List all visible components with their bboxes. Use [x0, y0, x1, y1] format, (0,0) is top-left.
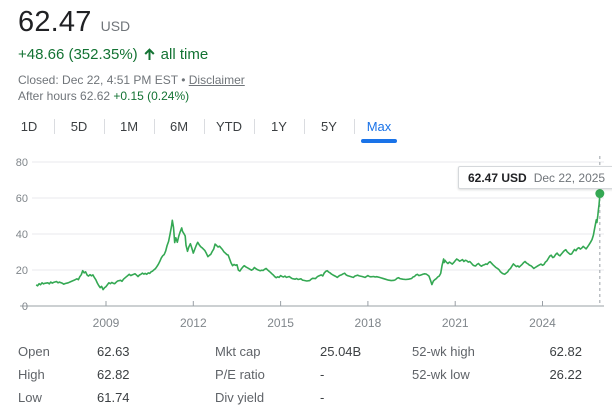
stat-low: Low 61.74: [18, 387, 188, 410]
tab-1y[interactable]: 1Y: [254, 111, 304, 142]
price-change: +48.66 (352.35%): [18, 46, 138, 63]
stat-label-high: High: [18, 367, 45, 382]
tab-ytd[interactable]: YTD: [204, 111, 254, 142]
stat-p-e-ratio: P/E ratio -: [215, 364, 395, 387]
y-axis-label: 60: [16, 193, 28, 205]
bullet-separator: •: [181, 73, 186, 87]
after-hours-change: +0.15 (0.24%): [113, 89, 190, 103]
currency-label: USD: [100, 18, 131, 34]
stat-high: High 62.82: [18, 364, 188, 387]
stat-value-52-wk-low: 26.22: [549, 367, 582, 382]
tooltip-date: Dec 22, 2025: [533, 170, 606, 185]
stat-label-div-yield: Div yield: [215, 390, 265, 405]
stat-label-low: Low: [18, 390, 42, 405]
quote-header: 62.47 USD +48.66 (352.35%) all time Clos…: [18, 6, 245, 104]
current-point-dot: [595, 189, 605, 199]
stat-label-52-wk-high: 52-wk high: [412, 344, 475, 359]
stat-mkt-cap: Mkt cap 25.04B: [215, 341, 395, 364]
price-chart[interactable]: 0 20 40 60 80 2009 2012 2015 2018 2021 2024: [0, 150, 612, 335]
y-axis-label: 80: [16, 157, 28, 169]
stat-label-52-wk-low: 52-wk low: [412, 367, 470, 382]
closed-text: Closed: Dec 22, 4:51 PM EST: [18, 73, 178, 87]
stat-value-p-e-ratio: -: [320, 367, 325, 382]
stat-div-yield: Div yield -: [215, 387, 395, 410]
x-axis-label: 2012: [180, 316, 207, 330]
x-axis-label: 2021: [442, 316, 469, 330]
stat-52-wk-low: 52-wk low 26.22: [412, 364, 582, 387]
stat-value-mkt-cap: 25.04B: [320, 344, 362, 359]
x-axis-label: 2009: [93, 316, 120, 330]
stat-52-wk-high: 52-wk high 62.82: [412, 341, 582, 364]
x-axis-label: 2024: [529, 316, 556, 330]
disclaimer-link[interactable]: Disclaimer: [188, 73, 245, 87]
stat-value-high: 62.82: [97, 367, 130, 382]
closed-row: Closed: Dec 22, 4:51 PM EST • Disclaimer: [18, 72, 245, 88]
stat-label-mkt-cap: Mkt cap: [215, 344, 261, 359]
after-hours-row: After hours 62.62 +0.15 (0.24%): [18, 88, 245, 104]
key-stats: Open 62.63 High 62.82 Low 61.74 Mkt cap 25.04B P…: [0, 341, 612, 410]
tab-1m[interactable]: 1M: [104, 111, 154, 142]
y-axis-label: 0: [22, 301, 28, 313]
stats-column-2: 52-wk high 62.82 52-wk low 26.22: [412, 341, 582, 387]
up-arrow-icon: [143, 48, 156, 61]
price-row: 62.47 USD: [18, 6, 245, 39]
range-tabs: 1D 5D 1M 6M YTD 1Y 5Y Max: [4, 111, 404, 143]
after-hours-price: 62.62: [80, 89, 111, 103]
x-axis-label: 2015: [267, 316, 294, 330]
stat-open: Open 62.63: [18, 341, 188, 364]
after-hours-label: After hours: [18, 89, 77, 103]
y-axis-label: 20: [16, 265, 28, 277]
stats-column-1: Mkt cap 25.04B P/E ratio - Div yield -: [215, 341, 395, 410]
stats-column-0: Open 62.63 High 62.82 Low 61.74: [18, 341, 188, 410]
chart-tooltip: 62.47 USD Dec 22, 2025: [458, 166, 612, 189]
tab-5y[interactable]: 5Y: [304, 111, 354, 142]
price-change-row: +48.66 (352.35%) all time: [18, 46, 245, 63]
stat-value-low: 61.74: [97, 390, 130, 405]
price-line: [35, 193, 601, 291]
stat-value-div-yield: -: [320, 390, 325, 405]
tab-1d[interactable]: 1D: [20, 119, 38, 134]
tab-5d[interactable]: 5D: [54, 111, 104, 142]
y-axis-label: 40: [16, 229, 28, 241]
stat-label-p-e-ratio: P/E ratio: [215, 367, 265, 382]
tab-max[interactable]: Max: [354, 111, 404, 143]
tab-6m[interactable]: 6M: [154, 111, 204, 142]
x-axis-label: 2018: [355, 316, 382, 330]
stat-value-open: 62.63: [97, 344, 130, 359]
stat-label-open: Open: [18, 344, 50, 359]
change-period: all time: [160, 46, 209, 63]
tooltip-price: 62.47 USD: [468, 170, 527, 185]
stat-value-52-wk-high: 62.82: [549, 344, 582, 359]
current-price: 62.47: [18, 6, 92, 38]
